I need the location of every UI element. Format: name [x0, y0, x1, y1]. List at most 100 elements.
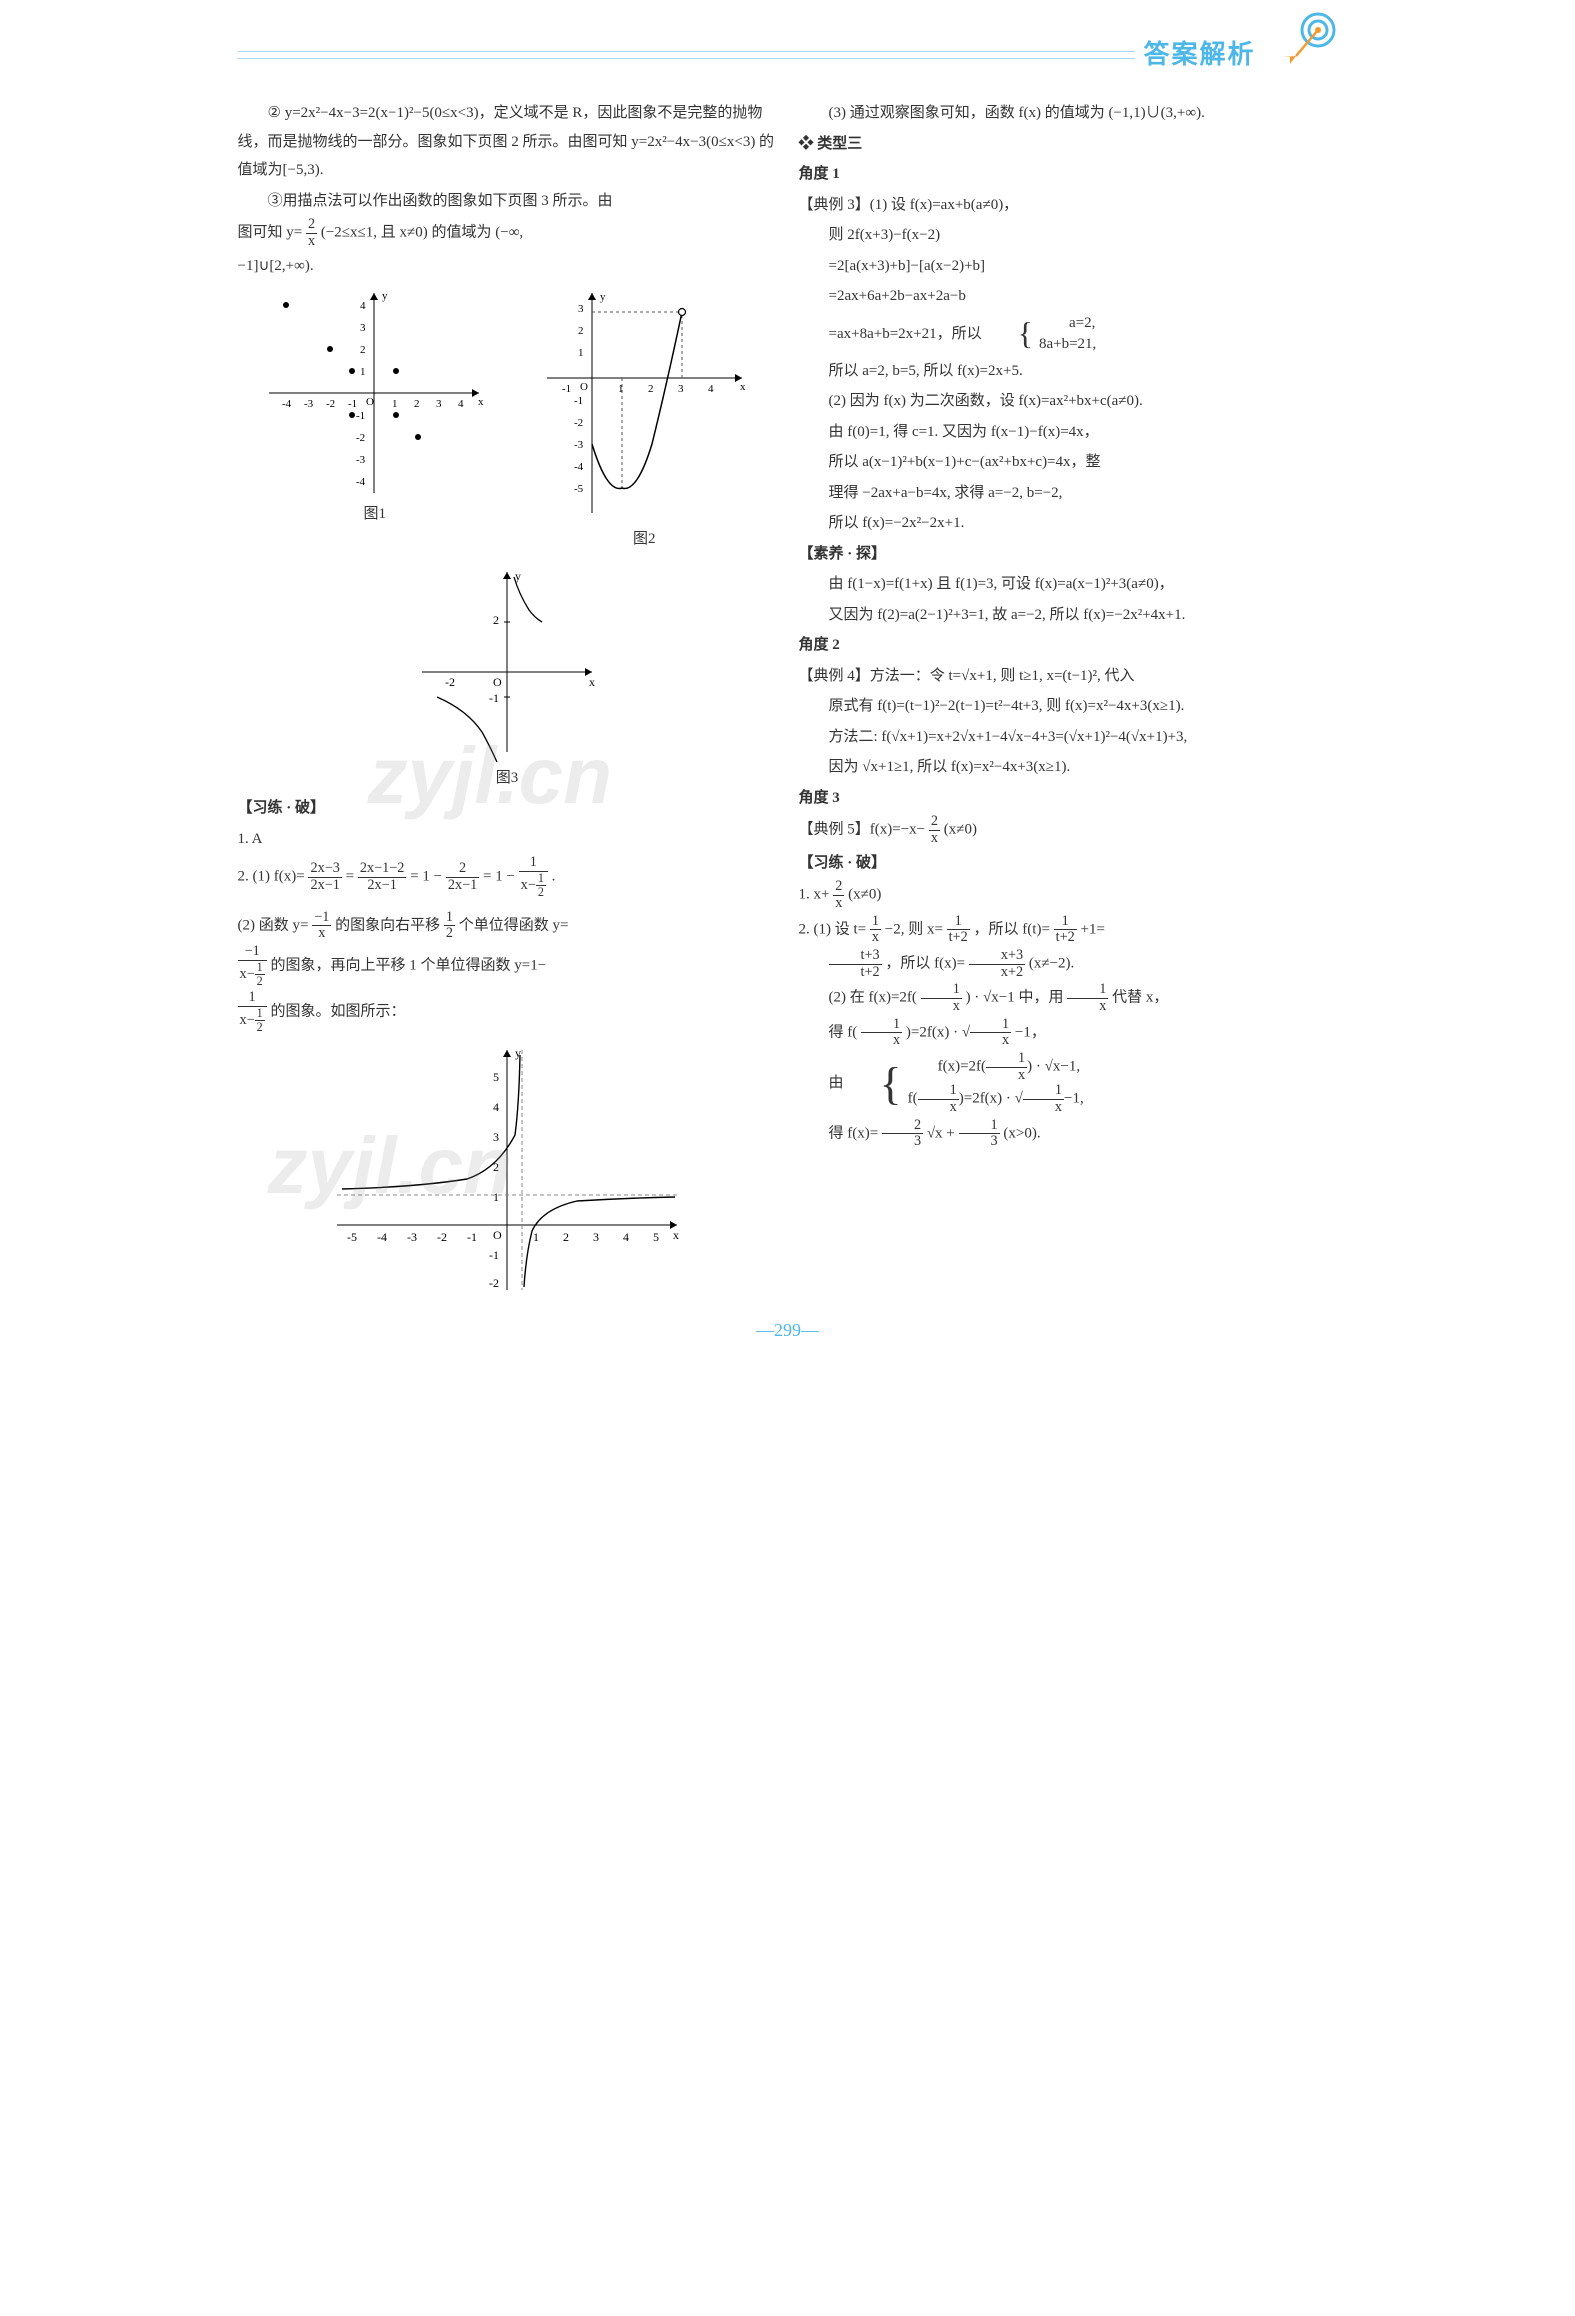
svg-text:-4: -4: [356, 476, 366, 488]
para-l2b: 图可知 y= 2x (−2≤x≤1, 且 x≠0) 的值域为 (−∞,: [238, 217, 777, 249]
svg-text:y: y: [382, 290, 388, 302]
r-q2b-2: t+3t+2 ，所以 f(x)= x+3x+2 (x≠−2).: [799, 948, 1338, 980]
r-d3-10: 理得 −2ax+a−b=4x, 求得 a=−2, b=−2,: [799, 479, 1338, 508]
r-d4-1: 【典例 4】方法一：令 t=√x+1, 则 t≥1, x=(t−1)², 代入: [799, 662, 1338, 691]
l-q2-1: 2. (1) f(x)= 2x−32x−1 = 2x−1−22x−1 = 1 −…: [238, 855, 777, 899]
fig1-label: 图1: [262, 500, 487, 529]
svg-text:y: y: [600, 291, 606, 303]
l-q2-2c: 1x−12 的图象。如图所示：: [238, 990, 777, 1034]
svg-text:-2: -2: [489, 1276, 499, 1290]
svg-text:x: x: [478, 396, 484, 408]
svg-text:O: O: [366, 396, 374, 408]
para-l1: ② y=2x²−4x−3=2(x−1)²−5(0≤x<3)，定义域不是 R，因此…: [238, 99, 777, 185]
svg-text:4: 4: [360, 300, 366, 312]
fig3-label: 图3: [238, 764, 777, 793]
r-d3-9: 所以 a(x−1)²+b(x−1)+c−(ax²+bx+c)=4x，整: [799, 448, 1338, 477]
r-q2b-3: (2) 在 f(x)=2f( 1x ) · √x−1 中，用 1x 代替 x，: [799, 982, 1338, 1014]
fig3-chart: xy O -2 2 -1: [412, 562, 602, 762]
r-d3-4: =2ax+6a+2b−ax+2a−b: [799, 282, 1338, 311]
svg-text:-3: -3: [304, 398, 314, 410]
svg-text:-1: -1: [467, 1230, 477, 1244]
svg-text:-5: -5: [574, 483, 584, 495]
left-column: ② y=2x²−4x−3=2(x−1)²−5(0≤x<3)，定义域不是 R，因此…: [238, 97, 777, 1295]
svg-text:x: x: [740, 381, 746, 393]
header-title: 答案解析: [1143, 30, 1255, 79]
r-q2b-5: 由 { f(x)=2f(1x) · √x−1, f(1x)=2f(x) · √1…: [799, 1051, 1338, 1116]
l-q1: 1. A: [238, 825, 777, 854]
r-q2b-1: 2. (1) 设 t= 1x −2, 则 x= 1t+2 ，所以 f(t)= 1…: [799, 914, 1338, 946]
r-sy: 【素养 · 探】: [799, 540, 1338, 569]
fig3-wrap: xy O -2 2 -1: [238, 562, 777, 762]
r-d3-2: 则 2f(x+3)−f(x−2): [799, 221, 1338, 250]
svg-text:2: 2: [563, 1230, 569, 1244]
r-a2: 角度 2: [799, 631, 1338, 660]
svg-text:-1: -1: [356, 410, 365, 422]
fig1-wrap: xy O -4-3-2-1 1234 4321 -1-2-3-4: [262, 288, 487, 554]
r-d3-7: (2) 因为 f(x) 为二次函数，设 f(x)=ax²+bx+c(a≠0).: [799, 387, 1338, 416]
svg-text:-1: -1: [489, 1248, 499, 1262]
svg-text:2: 2: [648, 383, 654, 395]
r-q2b-4: 得 f( 1x )=2f(x) · √1x −1，: [799, 1017, 1338, 1049]
svg-text:2: 2: [414, 398, 420, 410]
svg-text:1: 1: [533, 1230, 539, 1244]
svg-text:3: 3: [360, 322, 366, 334]
svg-text:1: 1: [618, 383, 624, 395]
r-d3-8: 由 f(0)=1, 得 c=1. 又因为 f(x−1)−f(x)=4x，: [799, 418, 1338, 447]
svg-text:4: 4: [708, 383, 714, 395]
svg-text:3: 3: [678, 383, 684, 395]
columns: ② y=2x²−4x−3=2(x−1)²−5(0≤x<3)，定义域不是 R，因此…: [238, 97, 1338, 1295]
svg-text:3: 3: [578, 303, 584, 315]
header-rule: [238, 51, 1136, 59]
svg-text:O: O: [493, 675, 502, 689]
svg-text:-3: -3: [407, 1230, 417, 1244]
svg-text:2: 2: [493, 1160, 499, 1174]
fig1-chart: xy O -4-3-2-1 1234 4321 -1-2-3-4: [262, 288, 487, 498]
svg-text:-1: -1: [489, 691, 499, 705]
para-l2c: −1]∪[2,+∞).: [238, 252, 777, 281]
svg-text:-2: -2: [445, 675, 455, 689]
svg-text:3: 3: [436, 398, 442, 410]
svg-text:2: 2: [493, 613, 499, 627]
header: 答案解析: [238, 30, 1338, 79]
r-d5: 【典例 5】f(x)=−x− 2x (x≠0): [799, 814, 1338, 846]
l-q2-2a: (2) 函数 y= −1x 的图象向右平移 12 个单位得函数 y=: [238, 910, 777, 942]
target-icon: [1258, 8, 1338, 88]
svg-text:-5: -5: [347, 1230, 357, 1244]
r-a3: 角度 3: [799, 784, 1338, 813]
r-sy2: 又因为 f(2)=a(2−1)²+3=1, 故 a=−2, 所以 f(x)=−2…: [799, 601, 1338, 630]
svg-text:O: O: [493, 1228, 502, 1242]
xl-title: 【习练 · 破】: [238, 794, 777, 823]
svg-text:-2: -2: [326, 398, 335, 410]
fig2-wrap: xy O -1 1234 321 -1-2-3-4-5: [537, 288, 752, 554]
svg-text:2: 2: [360, 344, 366, 356]
svg-text:-2: -2: [574, 417, 583, 429]
fig4-wrap: xy O -5-4-3-2-1 12345 12345 -1-2: [238, 1040, 777, 1295]
svg-text:-1: -1: [348, 398, 357, 410]
page-number: —299—: [238, 1313, 1338, 1347]
fig2-label: 图2: [537, 525, 752, 554]
svg-text:-4: -4: [282, 398, 292, 410]
l-q2-2b: −1x−12 的图象，再向上平移 1 个单位得函数 y=1−: [238, 944, 777, 988]
r-q2b-6: 得 f(x)= 23 √x + 13 (x>0).: [799, 1118, 1338, 1150]
svg-text:4: 4: [493, 1100, 499, 1114]
svg-text:x: x: [589, 675, 595, 689]
svg-text:1: 1: [392, 398, 398, 410]
r-d3-6: 所以 a=2, b=5, 所以 f(x)=2x+5.: [799, 357, 1338, 386]
svg-text:-3: -3: [356, 454, 366, 466]
r-d3-5: =ax+8a+b=2x+21，所以 { a=2, 8a+b=21,: [799, 313, 1338, 355]
svg-text:1: 1: [493, 1190, 499, 1204]
r-sy1: 由 f(1−x)=f(1+x) 且 f(1)=3, 可设 f(x)=a(x−1)…: [799, 570, 1338, 599]
svg-text:3: 3: [593, 1230, 599, 1244]
svg-text:-4: -4: [377, 1230, 387, 1244]
r-t3: ❖ 类型三: [799, 130, 1338, 159]
svg-text:O: O: [580, 381, 588, 393]
svg-text:-3: -3: [574, 439, 584, 451]
r-p3: (3) 通过观察图象可知，函数 f(x) 的值域为 (−1,1)∪(3,+∞).: [799, 99, 1338, 128]
svg-text:4: 4: [623, 1230, 629, 1244]
r-d4-2: 原式有 f(t)=(t−1)²−2(t−1)=t²−4t+3, 则 f(x)=x…: [799, 692, 1338, 721]
r-a1: 角度 1: [799, 160, 1338, 189]
r-d3-3: =2[a(x+3)+b]−[a(x−2)+b]: [799, 252, 1338, 281]
r-d4-4: 因为 √x+1≥1, 所以 f(x)=x²−4x+3(x≥1).: [799, 753, 1338, 782]
svg-text:1: 1: [578, 347, 584, 359]
r-d3-11: 所以 f(x)=−2x²−2x+1.: [799, 509, 1338, 538]
